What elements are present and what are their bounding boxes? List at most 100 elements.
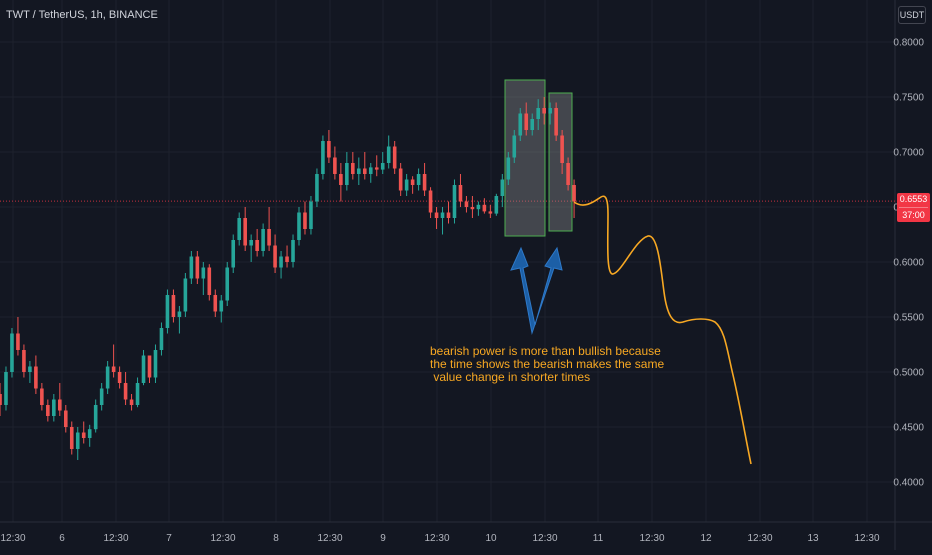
y-tick-label: 0.4500 (893, 423, 924, 434)
candle-body (506, 157, 511, 180)
candle-body (524, 113, 529, 130)
candle-body (52, 399, 56, 416)
candle-body (135, 383, 140, 405)
candle-body (93, 405, 98, 430)
candle-body (572, 185, 576, 202)
candle-body (339, 174, 343, 185)
candle-body (386, 146, 391, 163)
bullish-duration-box (504, 79, 546, 237)
candle-body (297, 212, 301, 240)
candle-body (153, 350, 158, 378)
candle-body (171, 295, 176, 317)
candle-body (303, 212, 307, 229)
symbol-title[interactable]: TWT / TetherUS, 1h, BINANCE (6, 9, 158, 21)
x-tick-label: 6 (59, 533, 65, 544)
candle-body (207, 267, 212, 295)
candle-body (464, 201, 469, 207)
candle-body (201, 267, 206, 279)
candle-body (10, 333, 14, 372)
candle-body (512, 135, 517, 158)
projection-curve (573, 195, 752, 465)
candle-body (351, 163, 355, 174)
candle-body (165, 295, 170, 328)
candle-body (46, 405, 50, 416)
drawings[interactable] (510, 195, 752, 465)
candle-body (404, 179, 409, 191)
candle-body (542, 108, 546, 114)
candle-body (255, 240, 259, 251)
x-tick-label: 12:30 (854, 533, 879, 544)
candle-body (476, 204, 481, 210)
candle-body (0, 394, 2, 405)
candle-body (518, 113, 523, 136)
candle-body (123, 383, 128, 400)
candle-body (34, 366, 38, 389)
candle-body (422, 174, 427, 191)
candle-body (243, 218, 247, 246)
annotation-line: value change in shorter times (430, 370, 591, 384)
candle-body (446, 212, 451, 218)
annotation-text[interactable]: bearish power is more than bullish becau… (430, 344, 664, 384)
candle-body (189, 256, 194, 279)
candle-body (249, 240, 253, 246)
candle-body (560, 135, 564, 163)
candle-body (392, 146, 397, 169)
y-tick-label: 0.8000 (893, 38, 924, 49)
bar-countdown: 37:00 (902, 210, 925, 220)
candle-body (291, 240, 295, 262)
annotation-line: bearish power is more than bullish becau… (430, 344, 661, 358)
current-price-value: 0.6553 (899, 194, 928, 204)
candle-body (398, 168, 403, 191)
candle-body (333, 157, 337, 174)
candle-body (261, 229, 265, 251)
candle-body (488, 211, 493, 214)
candle-body (279, 256, 283, 268)
x-tick-label: 12:30 (424, 533, 449, 544)
candle-body (81, 432, 86, 438)
candle-body (536, 108, 540, 119)
candle-body (416, 174, 421, 185)
x-tick-label: 12:30 (639, 533, 664, 544)
candle-body (458, 185, 463, 202)
candle-body (285, 256, 289, 262)
y-tick-label: 0.4000 (893, 478, 924, 489)
candle-body (357, 168, 361, 174)
candle-body (440, 212, 445, 218)
x-tick-label: 12 (700, 533, 712, 544)
x-tick-label: 13 (807, 533, 819, 544)
candle-body (141, 355, 146, 383)
candle-body (548, 108, 552, 114)
x-tick-label: 9 (380, 533, 386, 544)
candle-body (99, 388, 104, 405)
candle-body (368, 167, 373, 174)
y-tick-label: 0.5500 (893, 313, 924, 324)
candle-body (309, 201, 313, 229)
candle-body (374, 167, 379, 170)
candle-body (58, 399, 62, 411)
x-tick-label: 12:30 (103, 533, 128, 544)
candle-body (470, 207, 475, 210)
candle-body (117, 372, 122, 383)
candle-body (315, 174, 319, 202)
candle-body (105, 366, 110, 389)
candle-body (273, 245, 277, 268)
candle-body (482, 204, 487, 212)
y-tick-label: 0.7000 (893, 148, 924, 159)
x-tick-label: 7 (166, 533, 172, 544)
y-axis[interactable]: 0.80000.75000.70000.65000.60000.55000.50… (893, 38, 924, 489)
y-tick-label: 0.7500 (893, 93, 924, 104)
candle-body (111, 366, 116, 372)
candle-body (213, 295, 218, 312)
candle-body (16, 333, 20, 350)
candle-body (554, 108, 558, 136)
candle-body (380, 163, 385, 170)
candle-body (177, 311, 182, 317)
x-axis[interactable]: 12:30 6 12:30 7 12:30 8 12:30 9 12:30 10 12:30 11 12… (0, 533, 879, 544)
currency-badge[interactable]: USDT (898, 6, 926, 24)
candle-body (321, 141, 325, 174)
candle-body (147, 355, 152, 378)
candle-body (428, 190, 433, 213)
